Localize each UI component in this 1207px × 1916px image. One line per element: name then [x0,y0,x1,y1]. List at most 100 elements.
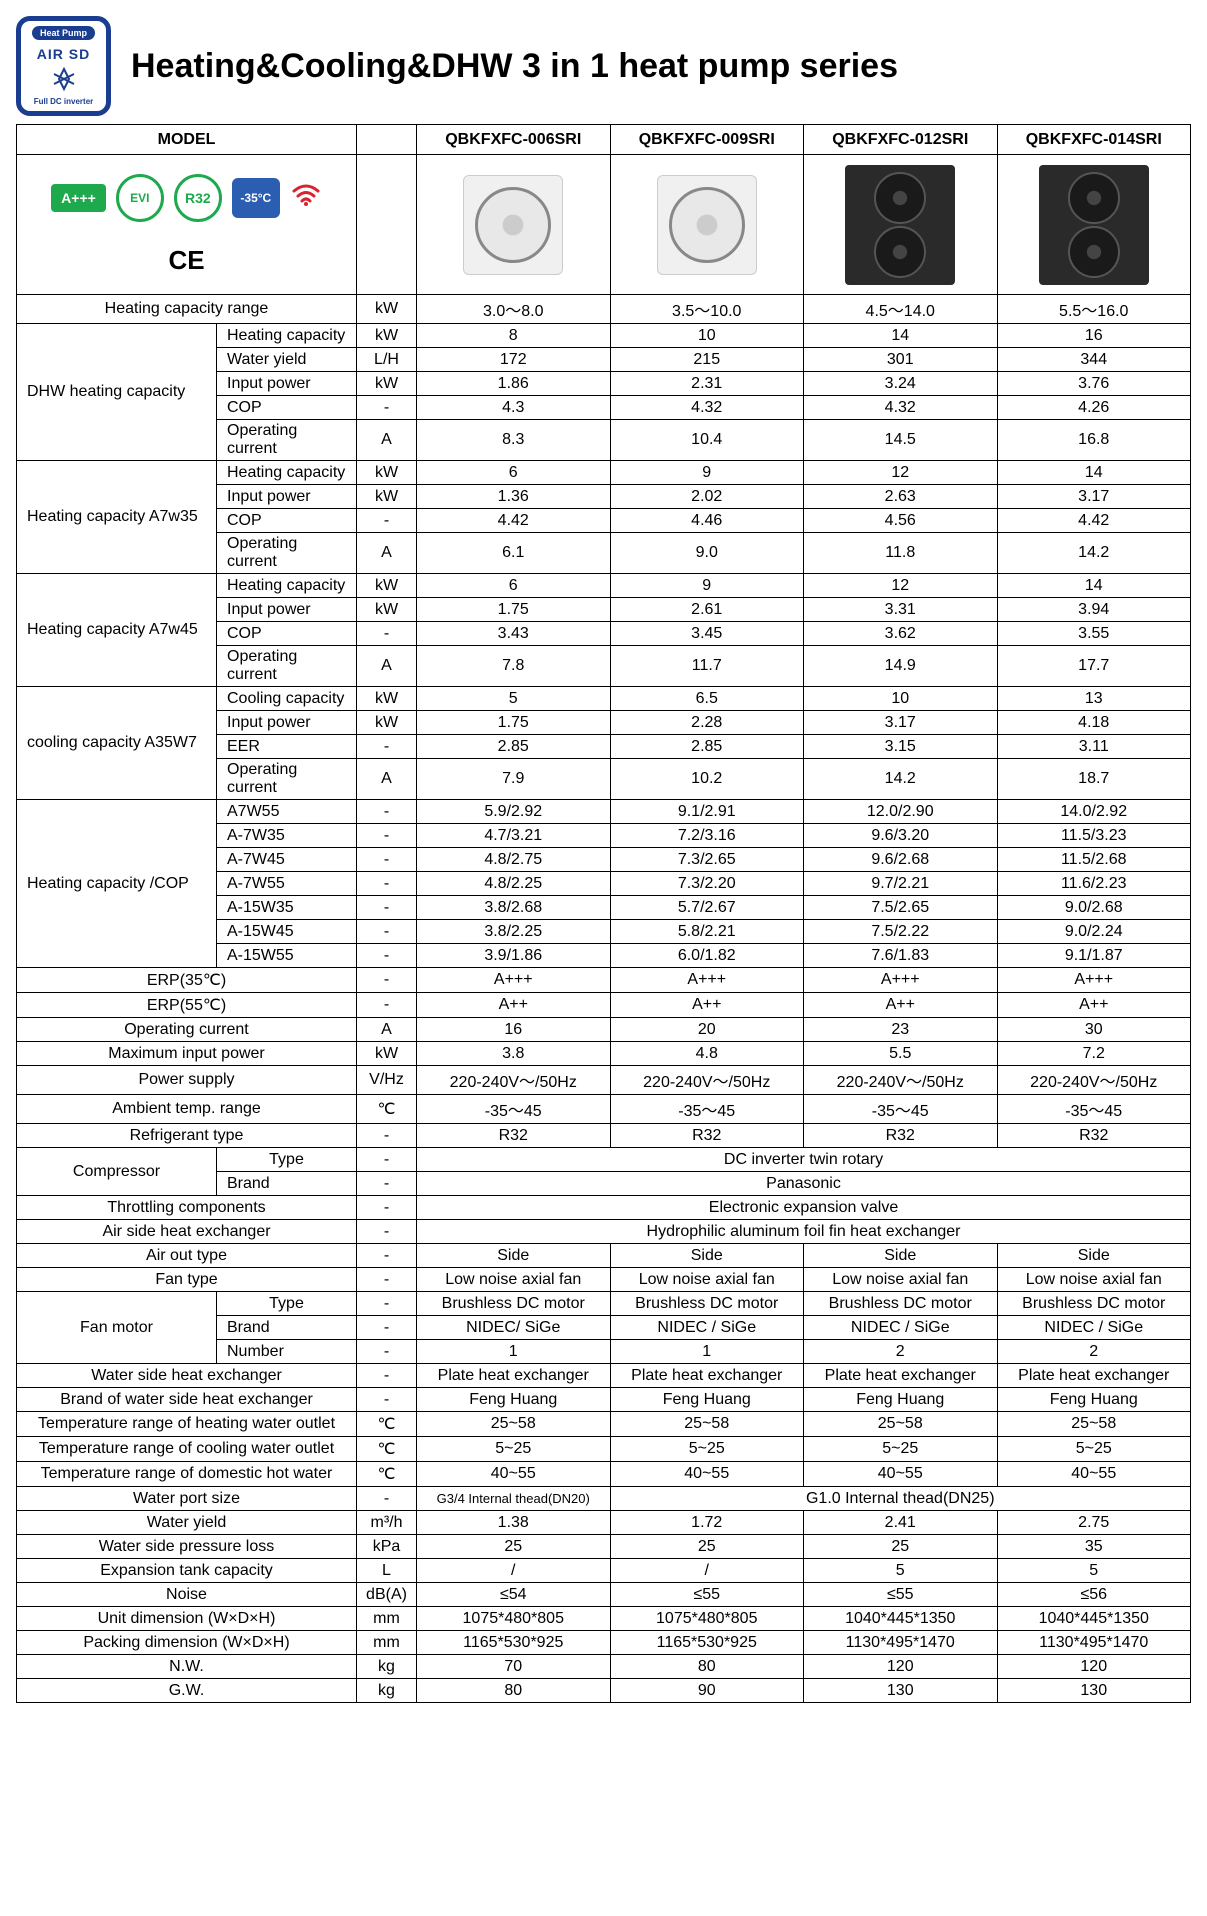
unit-label: - [357,1364,417,1388]
value-cell: 9.7/2.21 [804,872,998,896]
value-cell: 7.3/2.20 [610,872,804,896]
value-cell: 12.0/2.90 [804,800,998,824]
value-cell: 2.85 [417,735,611,759]
unit-label: - [357,824,417,848]
value-cell: 11.5/2.68 [997,848,1191,872]
sub-label: Heating capacity [217,574,357,598]
group-label: Compressor [17,1148,217,1196]
unit-label: kW [357,1042,417,1066]
row-label: Water port size [17,1487,357,1511]
unit-label: m³/h [357,1511,417,1535]
sub-label: Operating current [217,759,357,800]
brand-badge: Heat Pump AIR SD Full DC inverter [16,16,111,116]
sub-label: Brand [217,1316,357,1340]
unit-label: kg [357,1655,417,1679]
value-cell: 30 [997,1018,1191,1042]
value-cell: 130 [804,1679,998,1703]
value-cell: 11.7 [610,646,804,687]
value-cell: ≤55 [804,1583,998,1607]
value-cell: 7.6/1.83 [804,944,998,968]
row-label: G.W. [17,1679,357,1703]
sub-label: Type [217,1292,357,1316]
value-cell: 40~55 [610,1462,804,1487]
row-label: Brand of water side heat exchanger [17,1388,357,1412]
value-cell: 11.5/3.23 [997,824,1191,848]
value-cell: 14.2 [997,533,1191,574]
unit-label: - [357,1124,417,1148]
value-cell: 11.8 [804,533,998,574]
value-cell: 9.6/2.68 [804,848,998,872]
value-cell: 220-240V～/50Hz [610,1066,804,1095]
sub-label: Heating capacity [217,324,357,348]
value-cell: 2.41 [804,1511,998,1535]
sub-label: Type [217,1148,357,1172]
value-cell: 70 [417,1655,611,1679]
sub-label: Number [217,1340,357,1364]
unit-label: kW [357,598,417,622]
value-cell: 9.6/3.20 [804,824,998,848]
value-cell: 25~58 [997,1412,1191,1437]
value-cell: NIDEC / SiGe [997,1316,1191,1340]
unit-label: ℃ [357,1412,417,1437]
value-cell: 2 [997,1340,1191,1364]
value-cell: Low noise axial fan [417,1268,611,1292]
value-cell: 10.4 [610,420,804,461]
value-cell: 5 [417,687,611,711]
value-cell: 5~25 [997,1437,1191,1462]
value-cell: 3.31 [804,598,998,622]
value-cell: 6 [417,461,611,485]
value-cell: 3.11 [997,735,1191,759]
value-cell: 1130*495*1470 [997,1631,1191,1655]
value-cell: 1165*530*925 [417,1631,611,1655]
value-cell: 80 [417,1679,611,1703]
value-cell: 2.75 [997,1511,1191,1535]
value-cell: R32 [804,1124,998,1148]
value-cell: NIDEC / SiGe [804,1316,998,1340]
unit-label: - [357,1220,417,1244]
value-cell: 6.1 [417,533,611,574]
value-cell: -35～45 [610,1095,804,1124]
value-cell: 3.55 [997,622,1191,646]
value-cell: 4.5～14.0 [804,295,998,324]
unit-label: - [357,735,417,759]
value-cell: ≤54 [417,1583,611,1607]
value-cell: 3.0～8.0 [417,295,611,324]
value-cell: 8 [417,324,611,348]
group-label: Heating capacity A7w45 [17,574,217,687]
row-label: N.W. [17,1655,357,1679]
value-cell: 4.8/2.75 [417,848,611,872]
value-cell: 16 [417,1018,611,1042]
value-cell: / [417,1559,611,1583]
model-header-label: MODEL [17,125,357,155]
unit-label: - [357,1268,417,1292]
value-cell: 14 [997,574,1191,598]
value-cell: 3.17 [804,711,998,735]
unit-label: A [357,759,417,800]
badge-top-label: Heat Pump [32,26,95,40]
value-cell: 16 [997,324,1191,348]
value-cell: 9.1/1.87 [997,944,1191,968]
value-cell: Brushless DC motor [804,1292,998,1316]
value-cell: 9.0/2.68 [997,896,1191,920]
row-label: Throttling components [17,1196,357,1220]
unit-label: - [357,1292,417,1316]
value-cell: 7.8 [417,646,611,687]
value-cell: 3.8 [417,1042,611,1066]
port-size-large: G1.0 Internal thead(DN25) [610,1487,1191,1511]
value-cell: 2.61 [610,598,804,622]
value-cell: 1 [417,1340,611,1364]
unit-label: - [357,396,417,420]
merged-value: Electronic expansion valve [417,1196,1191,1220]
value-cell: 3.8/2.68 [417,896,611,920]
value-cell: 40~55 [417,1462,611,1487]
value-cell: 10 [804,687,998,711]
value-cell: A++ [610,993,804,1018]
value-cell: 20 [610,1018,804,1042]
value-cell: 120 [997,1655,1191,1679]
sub-label: Input power [217,372,357,396]
row-label: ERP(55℃) [17,993,357,1018]
value-cell: 7.2 [997,1042,1191,1066]
group-label: Heating capacity /COP [17,800,217,968]
value-cell: 5.5～16.0 [997,295,1191,324]
value-cell: NIDEC / SiGe [610,1316,804,1340]
